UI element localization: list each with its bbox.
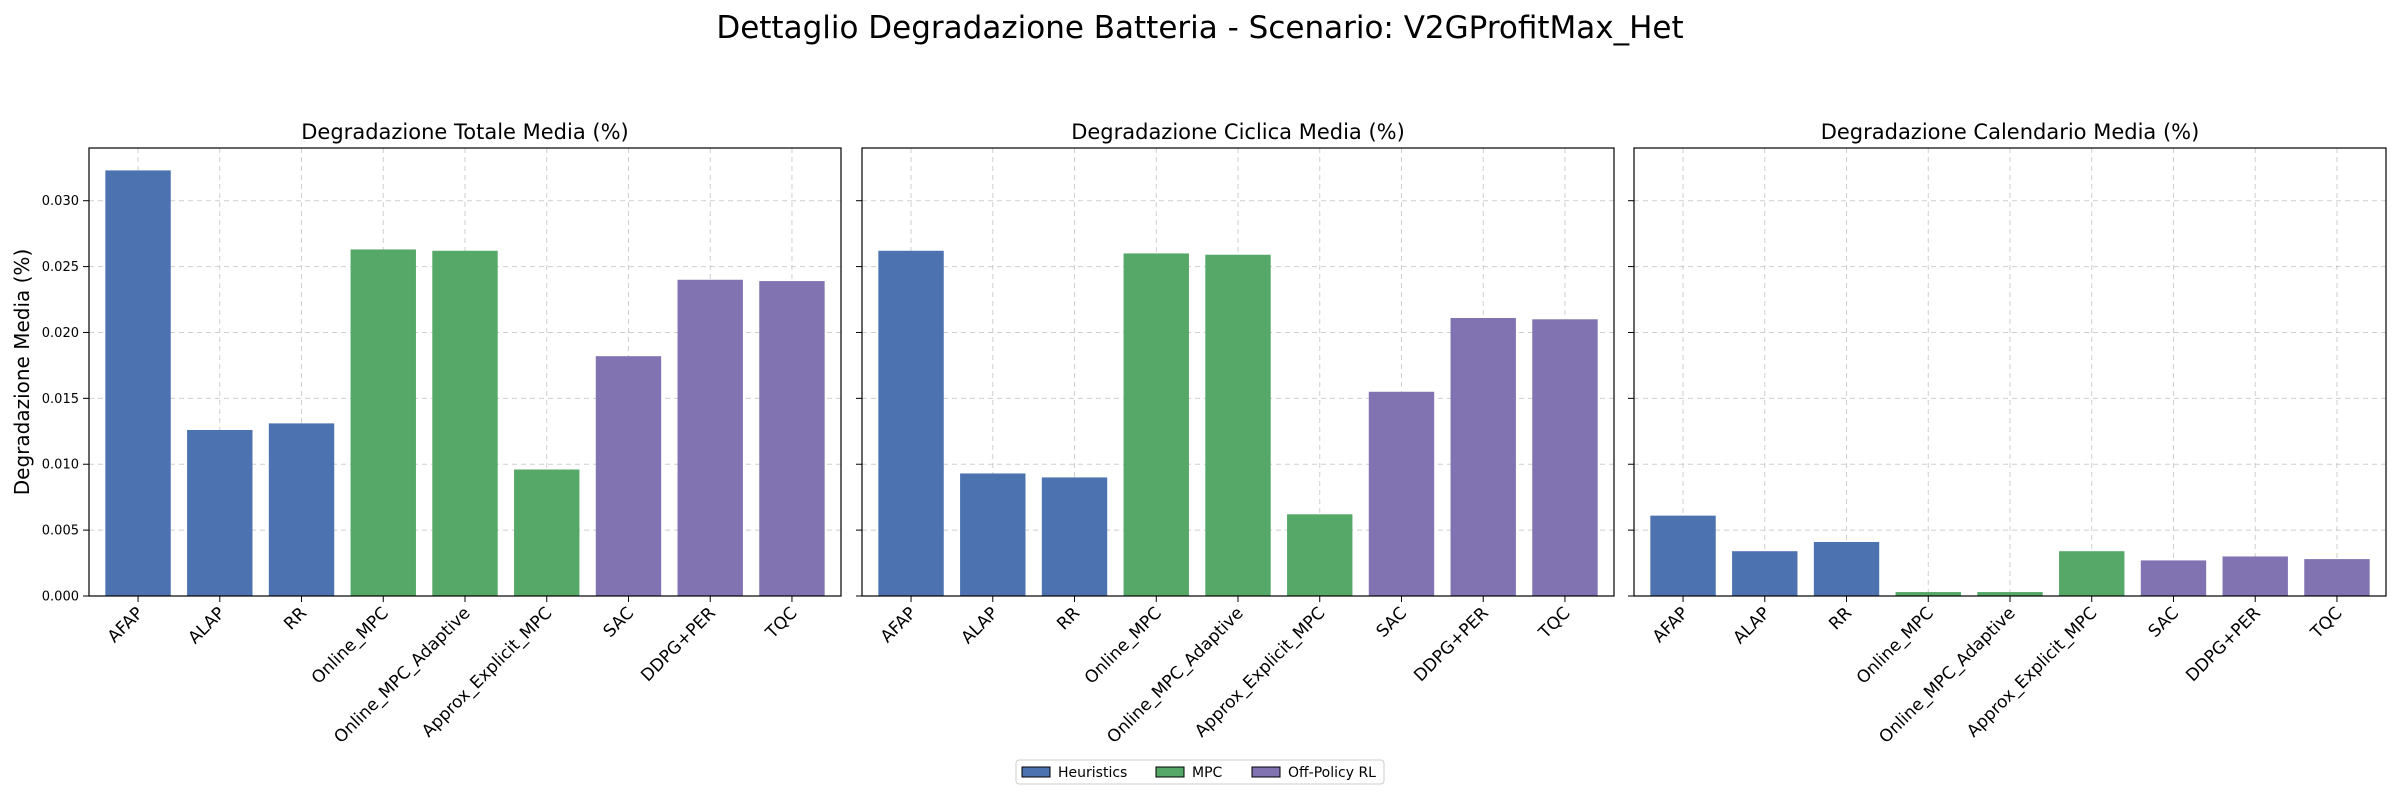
bar-tqc [1532, 319, 1598, 596]
plot-frame [1633, 147, 2387, 597]
legend-label-3: Off-Policy RL [1288, 765, 1376, 781]
y-tick-label: 0.000 [42, 590, 79, 605]
chart-panel-2: AFAP ALAP RROnline_MPCOnline_MPC_AdaptiveA… [856, 120, 1615, 748]
x-tick-label: RR [1053, 603, 1084, 634]
x-tick-label: Online_MPC [308, 603, 393, 688]
x-tick-label: TQC [761, 603, 801, 643]
panel-title: Degradazione Ciclica Media (%) [1071, 120, 1405, 144]
bar-online-mpc-adaptive [432, 250, 498, 596]
panel-title: Degradazione Calendario Media (%) [1821, 120, 2200, 144]
bar-approx-explicit-mpc [2059, 551, 2125, 596]
x-tick-label: Online_MPC [1853, 603, 1938, 688]
y-tick-label: 0.030 [42, 194, 79, 209]
x-tick-label: TQC [1534, 603, 1574, 643]
legend-label-1: Heuristics [1058, 765, 1127, 781]
bar-alap [960, 473, 1026, 596]
x-tick-label: SAC [2145, 603, 2183, 641]
x-tick-label: DDPG+PER [637, 603, 720, 686]
figure-suptitle: Dettaglio Degradazione Batteria - Scenar… [716, 10, 1683, 46]
bar-online-mpc [1123, 253, 1189, 597]
bar-sac [595, 356, 662, 596]
legend-swatch-2 [1155, 766, 1185, 778]
bar-approx-explicit-mpc [514, 469, 580, 596]
bar-afap [105, 170, 171, 596]
y-tick-label: 0.015 [42, 392, 79, 407]
bar-rr [268, 423, 335, 596]
legend-swatch-1 [1021, 766, 1051, 778]
chart-panel-1: 0.000 0.005 0.010 0.015 0.020 0.025 0.030 AFAP A… [42, 120, 842, 748]
bar-afap [878, 250, 944, 596]
x-tick-label: AFAP [877, 603, 921, 647]
x-tick-label: RR [1825, 603, 1856, 634]
x-tick-label: Online_MPC_Adaptive [1875, 603, 2019, 747]
plot-frame [861, 147, 1615, 597]
x-tick-label: ALAP [185, 603, 230, 648]
bar-tqc [759, 281, 825, 596]
panel-title: Degradazione Totale Media (%) [301, 120, 628, 144]
y-tick-label: 0.010 [42, 458, 79, 473]
legend-frame [1015, 759, 1385, 785]
bar-online-mpc-adaptive [1205, 254, 1271, 596]
bar-online-mpc [350, 249, 416, 597]
chart-panels: 0.000 0.005 0.010 0.015 0.020 0.025 0.030 AFAP A… [42, 120, 2387, 748]
plot-frame [88, 147, 842, 597]
bar-alap [187, 429, 253, 596]
legend-label-2: MPC [1192, 765, 1223, 781]
x-tick-label: DDPG+PER [2182, 603, 2265, 686]
x-tick-label: RR [280, 603, 311, 634]
bar-alap [1732, 551, 1798, 596]
x-tick-label: Online_MPC [1081, 603, 1166, 688]
bar-ddpg-per [2222, 556, 2288, 596]
x-tick-label: Online_MPC_Adaptive [330, 603, 474, 747]
bar-approx-explicit-mpc [1287, 514, 1353, 596]
y-tick-label: 0.020 [42, 326, 79, 341]
bar-ddpg-per [1450, 317, 1516, 596]
bar-afap [1650, 515, 1716, 596]
x-tick-label: ALAP [1730, 603, 1775, 648]
bar-sac [1368, 391, 1435, 596]
x-tick-label: AFAP [104, 603, 148, 647]
legend: Heuristics MPC Off-Policy RL [1015, 759, 1385, 785]
x-tick-label: Online_MPC_Adaptive [1103, 603, 1247, 747]
x-tick-label: TQC [2306, 603, 2346, 643]
y-tick-label: 0.025 [42, 260, 79, 275]
legend-swatch-3 [1251, 766, 1281, 778]
x-tick-label: DDPG+PER [1410, 603, 1493, 686]
bar-online-mpc-adaptive [1977, 592, 2043, 596]
x-tick-label: AFAP [1649, 603, 1693, 647]
bar-rr [1813, 541, 1880, 596]
y-axis-label: Degradazione Media (%) [10, 249, 34, 496]
bar-sac [2140, 560, 2207, 596]
bar-ddpg-per [677, 279, 743, 596]
y-tick-label: 0.005 [42, 524, 79, 539]
chart-panel-3: AFAP ALAP RROnline_MPCOnline_MPC_AdaptiveA… [1628, 120, 2387, 748]
bar-tqc [2304, 559, 2370, 596]
bar-rr [1041, 477, 1108, 596]
x-tick-label: SAC [1373, 603, 1411, 641]
bar-online-mpc [1895, 592, 1961, 596]
x-tick-label: ALAP [958, 603, 1003, 648]
x-tick-label: SAC [600, 603, 638, 641]
